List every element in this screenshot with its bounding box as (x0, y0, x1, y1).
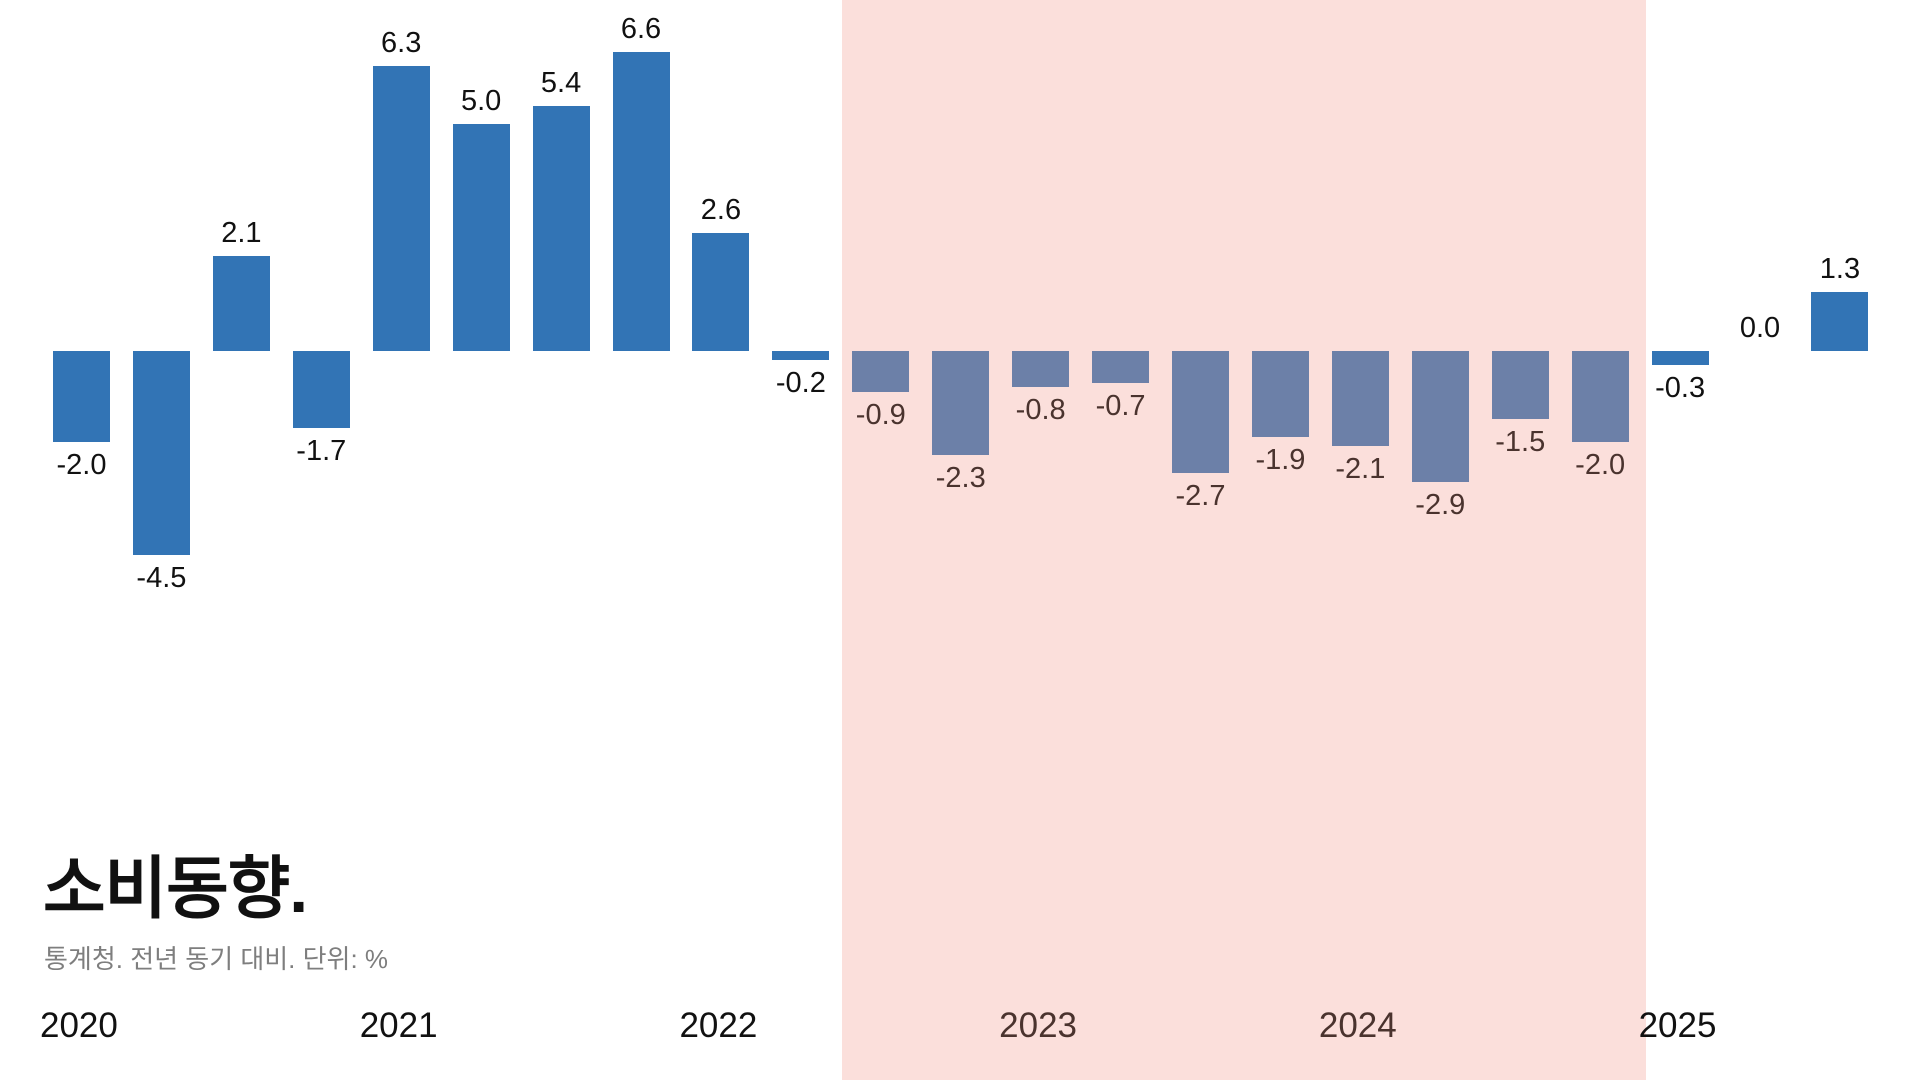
bar-value-label: 1.3 (1819, 253, 1861, 285)
bar-2020-q1 (53, 351, 110, 442)
bar-2021-q3 (532, 106, 590, 351)
bar-value-label: 2.6 (700, 194, 742, 226)
bar-value-label: -2.7 (1175, 480, 1226, 512)
bar-2023-q2 (1092, 351, 1150, 383)
bar-2024-q4 (1571, 351, 1629, 442)
bar-value-label: 6.6 (620, 13, 662, 45)
bar-value-label: -1.5 (1495, 426, 1546, 458)
x-axis-label-2024: 2024 (1318, 1006, 1397, 1045)
bar-2024-q1 (1331, 351, 1389, 446)
bar-value-label: -0.3 (1655, 372, 1706, 404)
bar-value-label: 5.4 (540, 67, 582, 99)
chart-subtitle: 통계청. 전년 동기 대비. 단위: % (44, 944, 389, 974)
bar-value-label: -0.2 (775, 367, 826, 399)
bar-2020-q2 (132, 351, 190, 555)
bar-2021-q4 (612, 52, 670, 351)
bar-value-label: -2.1 (1335, 453, 1386, 485)
bar-2025-q3 (1811, 292, 1869, 351)
bar-value-label: 2.1 (221, 217, 262, 249)
bar-value-label: -2.3 (935, 462, 986, 494)
bar-value-label: -0.9 (855, 399, 906, 431)
bar-2025-q1 (1651, 351, 1709, 365)
bar-2024-q3 (1491, 351, 1549, 419)
x-axis-label-2020: 2020 (40, 1006, 118, 1045)
bar-2023-q3 (1172, 351, 1230, 473)
bar-2022-q2 (772, 351, 830, 360)
bar-value-label: 6.3 (381, 27, 422, 59)
highlight-band (842, 0, 1646, 1080)
chart-title: 소비동향. (43, 851, 308, 927)
bar-2021-q1 (372, 66, 430, 351)
bar-value-label: -2.0 (1575, 449, 1626, 481)
bar-2022-q4 (932, 351, 990, 455)
bar-2022-q1 (692, 233, 750, 351)
bar-value-label: -2.0 (56, 449, 107, 481)
x-axis-label-2021: 2021 (359, 1006, 438, 1045)
bar-2020-q4 (292, 351, 350, 428)
bar-2021-q2 (452, 124, 510, 351)
bar-value-label: -0.8 (1015, 394, 1066, 426)
x-axis-label-2022: 2022 (679, 1006, 758, 1045)
bar-value-label: 5.0 (460, 85, 502, 117)
bar-2023-q4 (1251, 351, 1309, 437)
x-axis-label-2025: 2025 (1638, 1006, 1717, 1045)
bar-2023-q1 (1012, 351, 1070, 387)
bar-2020-q3 (212, 256, 270, 351)
bar-2022-q3 (852, 351, 910, 392)
bar-value-label: -1.9 (1255, 444, 1306, 476)
x-axis-label-2023: 2023 (999, 1006, 1078, 1045)
bar-value-label: -2.9 (1415, 489, 1466, 521)
bar-value-label: 0.0 (1739, 312, 1781, 344)
bar-value-label: -1.7 (296, 435, 347, 467)
bar-2024-q2 (1411, 351, 1469, 482)
bar-value-label: -4.5 (136, 562, 187, 594)
bar-value-label: -0.7 (1095, 390, 1146, 422)
